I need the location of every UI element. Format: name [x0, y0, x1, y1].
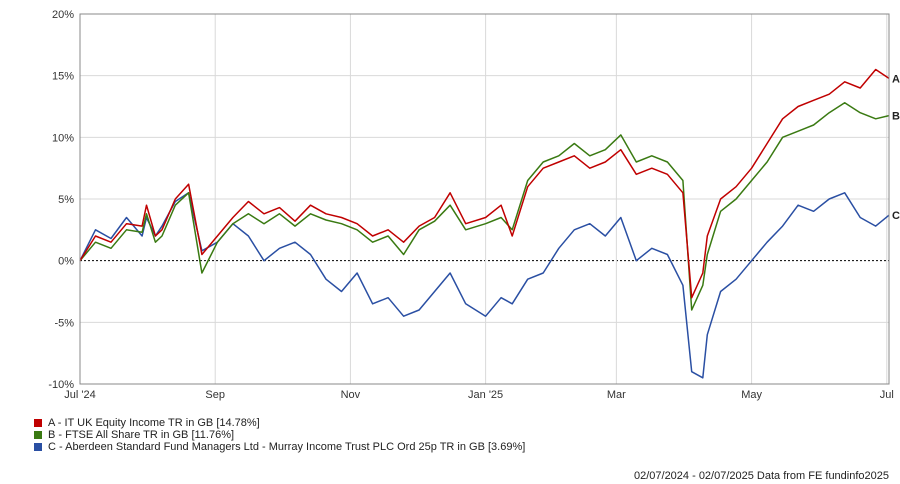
y-tick-label: -10%: [48, 379, 74, 391]
series-line-b: [79, 102, 890, 311]
x-tick-label: May: [741, 389, 762, 401]
axis-labels: 20% 15% 10% 5% 0% -5% -10%Jul '24 Sep Nov Jan '25…: [48, 9, 894, 401]
y-tick-label: 0%: [58, 256, 74, 268]
legend-item-a: A - IT UK Equity Income TR in GB [14.78%…: [34, 417, 525, 429]
line-chart: 20% 15% 10% 5% 0% -5% -10%Jul '24 Sep Nov Jan '25…: [48, 9, 900, 401]
x-tick-label: Jul: [880, 389, 894, 401]
legend-swatch-c: [34, 443, 42, 451]
series-line-a: [79, 68, 890, 299]
y-tick-label: 20%: [52, 9, 74, 21]
legend-swatch-b: [34, 431, 42, 439]
chart-grid: [79, 13, 889, 385]
x-tick-label: Jul '24: [64, 389, 95, 401]
series-lines: [79, 68, 890, 379]
y-tick-label: 5%: [58, 194, 74, 206]
x-tick-label: Mar: [607, 389, 626, 401]
y-tick-label: 10%: [52, 132, 74, 144]
series-end-labels: A B C: [892, 73, 900, 222]
plot-frame: [79, 13, 890, 385]
series-end-label-a: A: [892, 73, 900, 85]
chart-legend: A - IT UK Equity Income TR in GB [14.78%…: [34, 417, 525, 453]
series-line-c: [79, 192, 890, 379]
legend-label-c: C - Aberdeen Standard Fund Managers Ltd …: [48, 441, 526, 453]
x-tick-label: Nov: [341, 389, 361, 401]
legend-label-b: B - FTSE All Share TR in GB [11.76%]: [48, 429, 235, 441]
legend-item-b: B - FTSE All Share TR in GB [11.76%]: [34, 429, 525, 441]
x-tick-label: Sep: [205, 389, 225, 401]
y-tick-label: -5%: [54, 317, 74, 329]
legend-label-a: A - IT UK Equity Income TR in GB [14.78%…: [48, 417, 260, 429]
legend-swatch-a: [34, 419, 42, 427]
y-tick-label: 15%: [52, 71, 74, 83]
x-tick-label: Jan '25: [468, 389, 503, 401]
series-end-label-c: C: [892, 210, 900, 222]
chart-footer: 02/07/2024 - 02/07/2025 Data from FE fun…: [633, 470, 889, 482]
legend-item-c: C - Aberdeen Standard Fund Managers Ltd …: [34, 441, 525, 453]
series-end-label-b: B: [892, 111, 900, 123]
